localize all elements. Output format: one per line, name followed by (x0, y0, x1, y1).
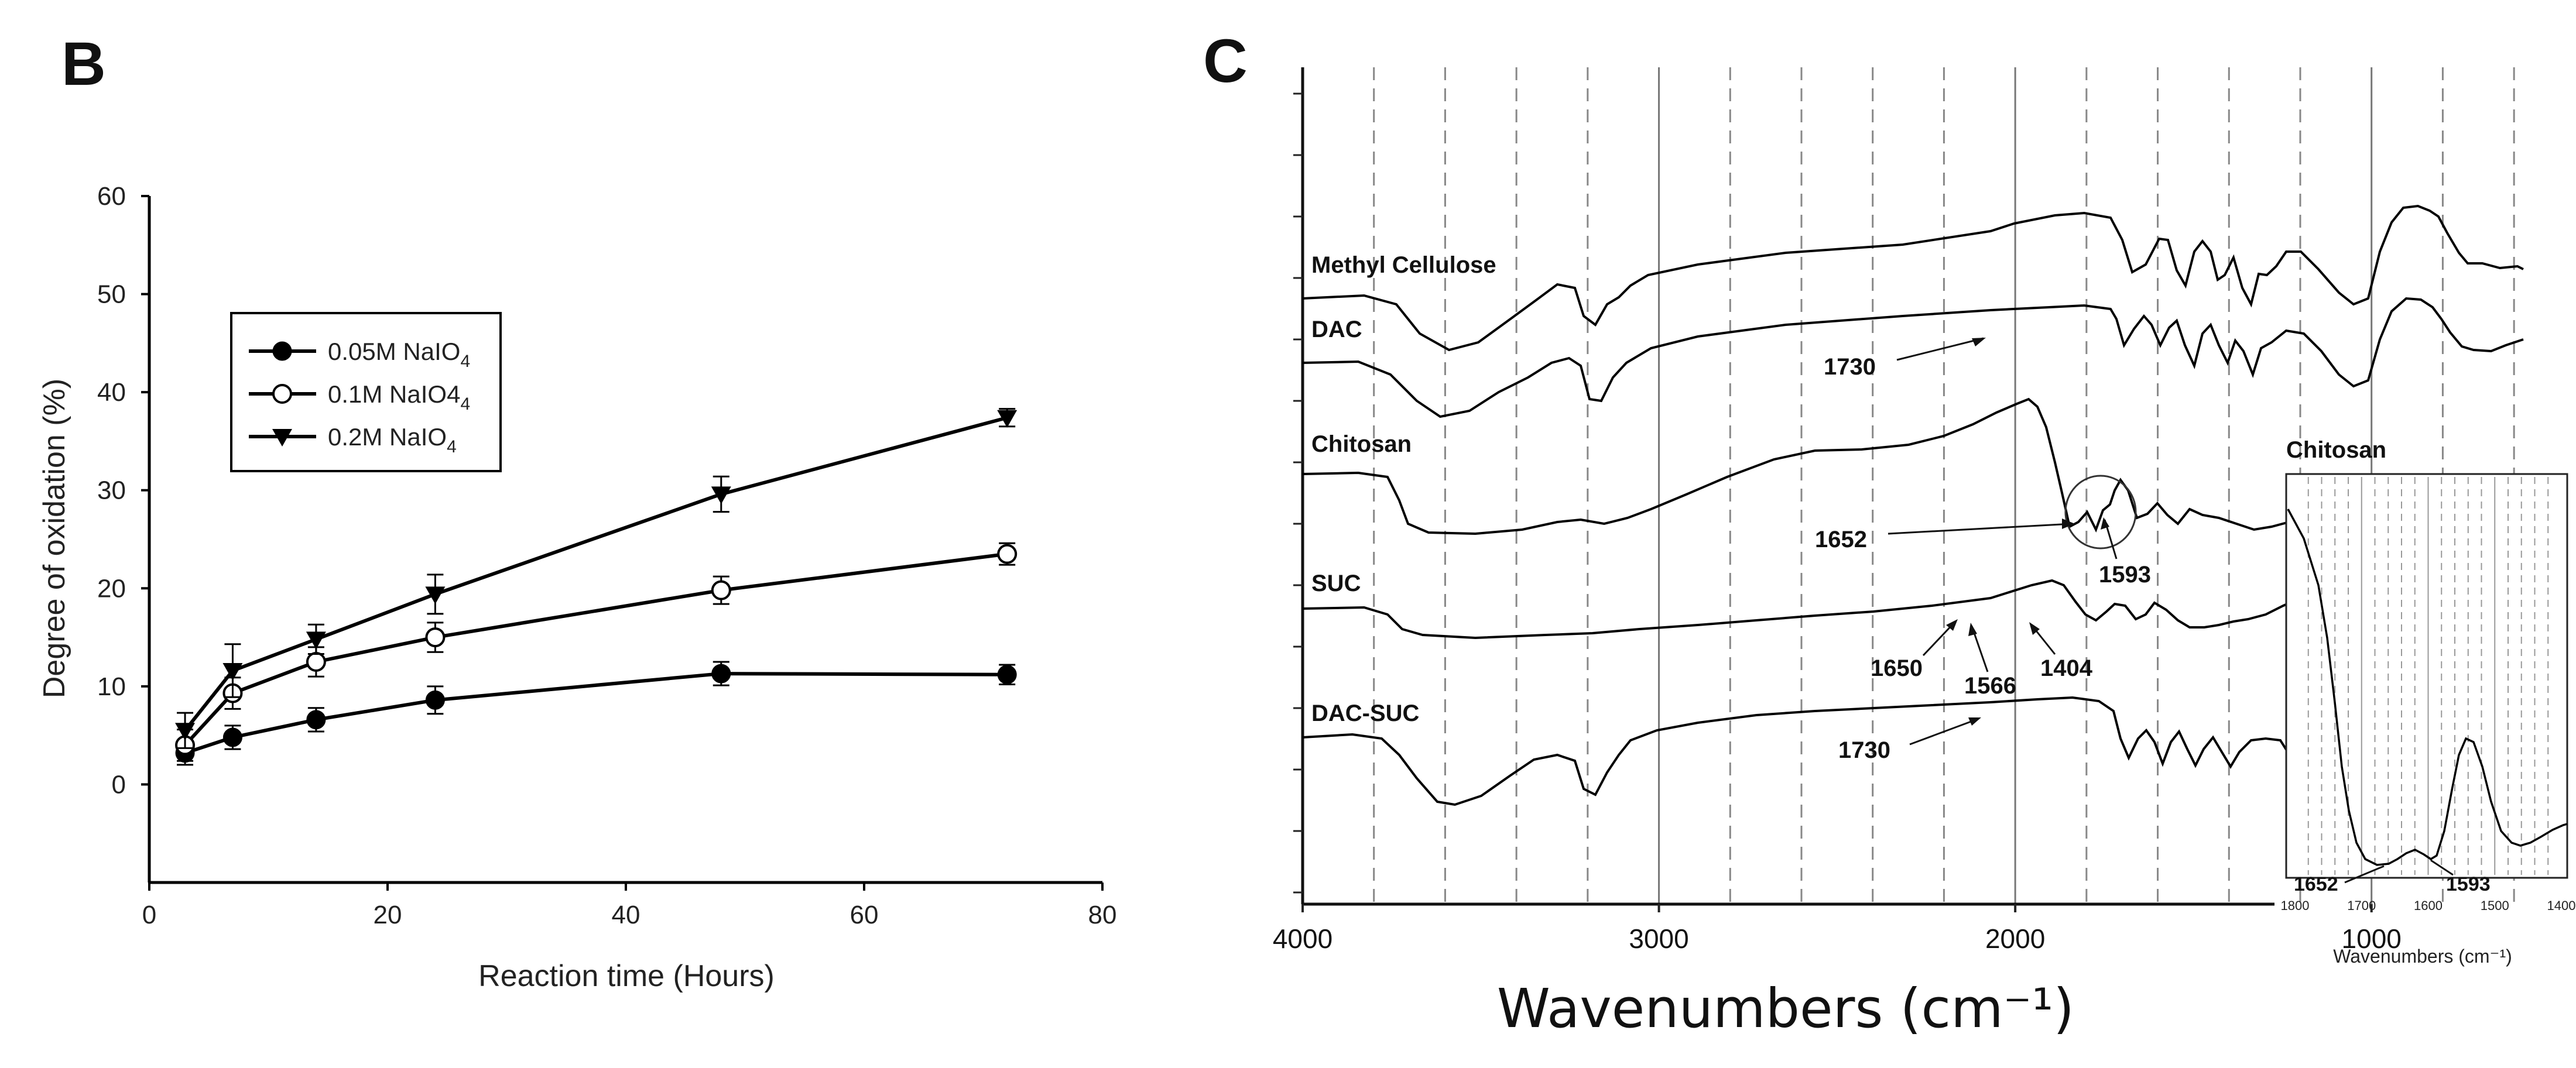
b-ytick-label: 10 (97, 672, 126, 701)
peak-chitosan-1593: 1593 (2099, 562, 2151, 588)
b-series-1 (175, 542, 1018, 762)
b-data-point (175, 723, 196, 741)
label-suc: SUC (1311, 571, 1361, 596)
peak-dacsuc-1730: 1730 (1838, 737, 1890, 763)
label-methyl-cellulose: Methyl Cellulose (1311, 252, 1496, 278)
peak-dacsuc-1730-arrow (1909, 717, 1979, 746)
chitosan-highlight-circle (2064, 475, 2137, 550)
b-data-point (222, 663, 243, 681)
b-data-point (711, 486, 731, 504)
b-legend-label: 0.05M NaIO4 (328, 338, 470, 371)
b-data-point (711, 664, 731, 684)
b-series-0 (175, 661, 1017, 766)
peak-suc-1566-arrowhead (1968, 623, 1977, 636)
b-series-2 (175, 408, 1018, 749)
b-data-point (997, 410, 1018, 428)
b-xtick-label: 40 (612, 901, 640, 929)
chart-c-inset: Chitosan 1800 1700 1600 1500 1400 1652 1593 … (2281, 437, 2576, 967)
b-legend-label: 0.1M NaIO44 (328, 380, 470, 414)
b-ytick-label: 0 (112, 770, 126, 799)
b-legend-marker (272, 341, 292, 361)
peak-suc-1404: 1404 (2040, 655, 2093, 681)
peak-dac-1730-arrowhead (1972, 338, 1986, 346)
c-xtick-label: 4000 (1273, 923, 1332, 954)
label-dac: DAC (1311, 317, 1362, 342)
b-data-point (306, 710, 326, 730)
inset-xtick-label: 1800 (2281, 898, 2310, 913)
b-ytick-label: 50 (97, 280, 126, 309)
b-data-point (222, 727, 242, 747)
inset-xlabel: Wavenumbers (cm⁻¹) (2333, 946, 2512, 967)
inset-peak-1593-arrow (2430, 859, 2454, 876)
peak-dac-1730: 1730 (1824, 354, 1876, 380)
c-peak-annotations: 1730 1652 1593 1650 1566 1404 1730 (1815, 337, 2151, 763)
b-data-point (997, 665, 1017, 685)
b-data-point (306, 631, 326, 650)
c-xtick-label: 2000 (1985, 923, 2045, 954)
c-xlabel: Wavenumbers (cm⁻¹) (1497, 977, 2074, 1040)
b-xtick-label: 60 (850, 901, 879, 929)
spectrum-dac (1302, 297, 2524, 418)
b-ytick-label: 20 (97, 574, 126, 603)
inset-xtick-label: 1500 (2481, 898, 2509, 913)
b-legend-marker (272, 429, 292, 447)
b-xtick-label: 20 (374, 901, 402, 929)
label-dac-suc: DAC-SUC (1311, 700, 1419, 726)
peak-suc-1650-arrowhead (1946, 619, 1958, 631)
inset-peak-1652-arrow (2344, 865, 2385, 884)
peak-suc-1404-arrowhead (2029, 622, 2040, 635)
peak-dac-1730-arrow (1896, 337, 1984, 361)
panel-b-label: B (61, 30, 106, 98)
spectrum-methyl-cellulose (1302, 204, 2524, 352)
inset-frame (2285, 473, 2568, 879)
peak-chitosan-1593-arrowhead (2101, 517, 2109, 530)
b-series-line (183, 552, 1008, 747)
panel-c-label: C (1203, 27, 1248, 95)
inset-xtick-label: 1400 (2547, 898, 2576, 913)
chart-c: 4000 3000 2000 1000 Methyl Cellulose DAC Ch… (1273, 67, 2524, 1040)
inset-title: Chitosan (2286, 437, 2386, 463)
b-xtick-label: 0 (142, 901, 156, 929)
b-series-line (184, 672, 1008, 755)
c-xtick-label: 1000 (2342, 923, 2402, 954)
peak-chitosan-1652-arrowhead (2062, 518, 2075, 529)
c-series-labels: Methyl Cellulose DAC Chitosan SUC DAC-SU… (1311, 252, 1496, 726)
chart-b: 0 10 20 30 40 50 60 0 20 40 60 80 Reaction time (H… (37, 182, 1116, 993)
b-ytick-label: 40 (97, 378, 126, 407)
inset-peak-1652: 1652 (2294, 873, 2338, 895)
b-ytick-label: 60 (97, 182, 126, 211)
inset-xtick-label: 1600 (2414, 898, 2443, 913)
b-data-point (425, 586, 446, 605)
b-xlabel: Reaction time (Hours) (478, 959, 775, 993)
b-legend-label: 0.2M NaIO4 (328, 423, 457, 456)
b-data-point (306, 651, 326, 672)
label-chitosan: Chitosan (1311, 431, 1412, 457)
b-data-point (711, 580, 731, 600)
b-data-point (425, 690, 445, 710)
b-legend: 0.05M NaIO4 0.1M NaIO44 0.2M NaIO4 (230, 312, 502, 472)
b-ytick-label: 30 (97, 476, 126, 505)
b-legend-marker (272, 384, 292, 404)
b-ylabel: Degree of oxidation (%) (37, 379, 71, 698)
peak-suc-1566: 1566 (1964, 673, 2016, 699)
inset-peak-1593: 1593 (2446, 873, 2491, 895)
peak-suc-1650: 1650 (1871, 655, 1923, 681)
inset-xtick-label: 1700 (2347, 898, 2376, 913)
peak-chitosan-1652: 1652 (1815, 527, 1867, 552)
c-xtick-label: 3000 (1629, 923, 1688, 954)
b-data-point (997, 544, 1018, 564)
peak-chitosan-1652-arrow (1888, 523, 2073, 535)
peak-dacsuc-1730-arrowhead (1968, 717, 1981, 726)
b-data-point (425, 627, 446, 648)
b-xtick-label: 80 (1088, 901, 1117, 929)
b-series-line (183, 415, 1008, 732)
inset-spectrum-chitosan (2287, 509, 2568, 866)
